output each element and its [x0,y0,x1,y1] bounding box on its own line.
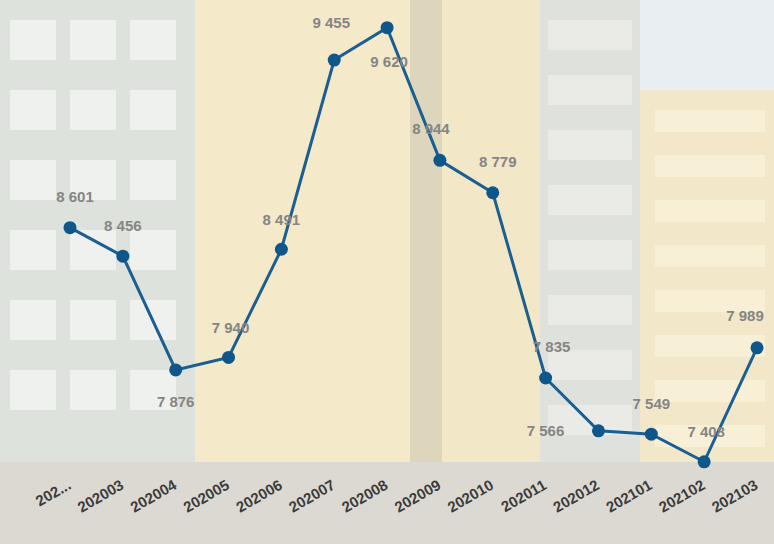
bg-window [548,240,632,270]
marker [539,372,552,385]
bg-window [70,90,116,130]
bg-window [655,335,765,357]
bg-window [10,20,56,60]
x-tick-label: 202005 [180,476,232,516]
marker [592,424,605,437]
bg-window [655,380,765,402]
x-tick-label: 202011 [498,476,549,515]
data-label: 7 566 [527,422,565,439]
bg-building-far [640,90,774,470]
bg-window [548,295,632,325]
bg-building-left [0,0,195,470]
marker [381,21,394,34]
marker [751,341,764,354]
x-tick-label: 202009 [392,476,444,516]
marker [116,250,129,263]
marker [698,455,711,468]
bg-window [10,90,56,130]
series-line [70,28,757,462]
plot-area [64,21,764,468]
marker [645,428,658,441]
data-label: 7 549 [633,395,671,412]
bg-window [655,155,765,177]
bg-sky [640,0,774,90]
data-label: 7 408 [687,423,725,440]
x-tick-label: 202103 [709,476,761,516]
bg-window [70,370,116,410]
bg-window [548,75,632,105]
bg-window [655,245,765,267]
bg-ground [0,462,774,544]
data-label: 8 456 [104,217,142,234]
bg-window [655,110,765,132]
chart-root: 8 601 8 456 7 876 7 940 8 491 9 455 9 620 8 944… [0,0,774,544]
marker [222,351,235,364]
x-tick-label: 202004 [127,476,179,516]
data-label: 7 989 [726,307,764,324]
bg-window [70,300,116,340]
marker [328,54,341,67]
bg-window [10,370,56,410]
bg-building-right [540,0,640,470]
x-axis: 202...2020032020042020052020062020072020… [32,476,760,516]
data-label: 7 835 [533,338,571,355]
x-tick-label: 202006 [233,476,285,516]
marker [64,221,77,234]
bg-window [655,200,765,222]
data-label: 8 779 [479,153,517,170]
bg-window [10,230,56,270]
chart: 8 601 8 456 7 876 7 940 8 491 9 455 9 620 8 944… [0,0,774,544]
bg-window [130,230,176,270]
x-tick-label: 202012 [550,476,602,516]
bg-window [10,300,56,340]
x-tick-label: 202... [32,476,73,509]
data-label: 8 491 [263,211,301,228]
x-tick-label: 202008 [339,476,391,516]
bg-window [70,20,116,60]
bg-window [548,185,632,215]
data-label: 7 876 [157,393,195,410]
bg-window [130,160,176,200]
x-tick-label: 202007 [286,476,338,516]
bg-window [130,20,176,60]
data-label: 8 944 [412,120,450,137]
bg-building-mid2 [442,0,542,470]
background [0,0,774,544]
x-tick-label: 202101 [603,476,655,516]
data-labels: 8 601 8 456 7 876 7 940 8 491 9 455 9 620 8 944… [56,14,764,441]
marker [486,186,499,199]
bg-column [410,0,442,470]
data-label: 8 601 [56,188,94,205]
bg-window [10,160,56,200]
marker [275,243,288,256]
x-tick-label: 202003 [74,476,126,516]
x-tick-label: 202102 [656,476,708,516]
bg-base [0,0,774,544]
marker [169,363,182,376]
bg-window [130,90,176,130]
data-label: 7 940 [212,319,250,336]
data-label: 9 620 [370,53,408,70]
bg-window [548,130,632,160]
data-label: 9 455 [312,14,350,31]
marker [433,154,446,167]
bg-window [548,20,632,50]
bg-building-mid [195,0,415,470]
x-tick-label: 202010 [444,476,496,516]
